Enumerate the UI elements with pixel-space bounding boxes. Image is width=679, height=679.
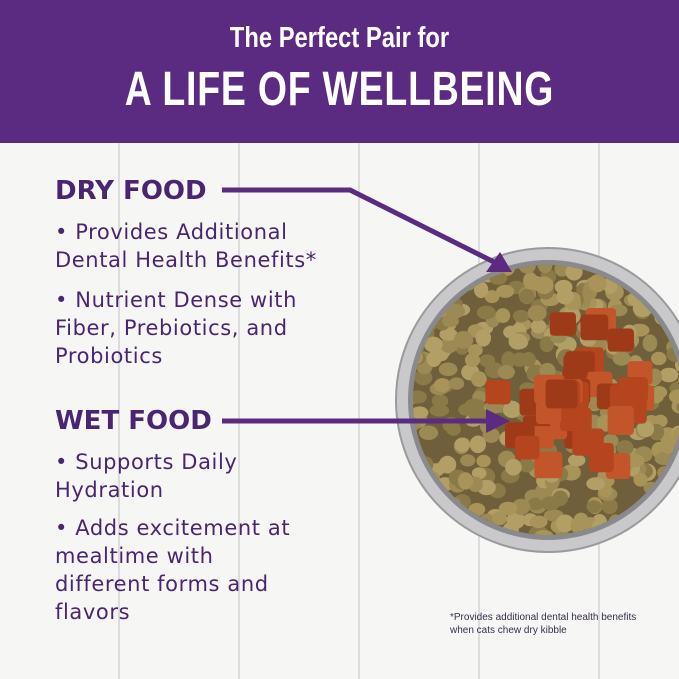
kibble xyxy=(527,305,547,322)
wet-food-heading: WET FOOD xyxy=(55,406,212,436)
kibble xyxy=(586,477,605,491)
kibble xyxy=(460,454,476,467)
kibble xyxy=(523,272,538,290)
kibble xyxy=(471,371,487,388)
kibble xyxy=(601,498,618,515)
wet-food-chunk xyxy=(618,377,648,402)
kibble xyxy=(637,420,655,438)
kibble xyxy=(454,437,471,453)
kibble xyxy=(423,336,443,353)
kibble xyxy=(586,500,602,514)
kibble xyxy=(471,467,487,480)
kibble xyxy=(668,389,679,404)
footnote: *Provides additional dental health benef… xyxy=(450,612,637,636)
wet-food-chunk xyxy=(563,354,588,379)
wet-bullet-1: • Supports Daily Hydration xyxy=(55,450,238,502)
kibble xyxy=(519,289,535,305)
kibble xyxy=(429,404,450,417)
kibble xyxy=(508,333,528,350)
kibble xyxy=(537,265,553,274)
kibble xyxy=(556,288,574,305)
kibble xyxy=(475,329,492,347)
kibble xyxy=(502,400,522,418)
header-subtitle: The Perfect Pair for xyxy=(229,22,450,54)
kibble xyxy=(626,453,645,468)
kibble xyxy=(453,330,474,349)
kibble xyxy=(497,365,515,380)
wet-food-chunk xyxy=(607,328,634,352)
kibble xyxy=(616,440,634,456)
kibble xyxy=(539,336,555,353)
kibble xyxy=(413,406,429,419)
header-title: A LIFE OF WELLBEING xyxy=(124,63,555,116)
wet-food-chunk xyxy=(545,379,578,409)
kibble xyxy=(511,352,528,367)
wet-food-chunk xyxy=(534,451,563,479)
kibble xyxy=(464,353,481,368)
kibble xyxy=(418,425,439,441)
kibble xyxy=(659,367,679,383)
kibble xyxy=(501,351,516,369)
wet-food-chunk xyxy=(559,407,592,432)
kibble xyxy=(440,337,459,354)
kibble xyxy=(431,394,449,408)
kibble xyxy=(496,284,515,298)
dry-bullet-1: • Provides Additional Dental Health Bene… xyxy=(55,220,317,272)
kibble xyxy=(457,472,474,490)
kibble xyxy=(512,309,530,323)
kibble xyxy=(446,423,461,436)
kibble xyxy=(505,458,522,476)
kibble xyxy=(539,362,556,379)
dry-arrow xyxy=(222,187,502,268)
kibble xyxy=(498,501,518,516)
kibble xyxy=(464,398,485,411)
kibble xyxy=(555,514,575,533)
kibble xyxy=(495,308,511,324)
kibble xyxy=(468,344,483,357)
kibble xyxy=(534,276,554,295)
header-banner: The Perfect Pair for A LIFE OF WELLBEING xyxy=(0,0,679,143)
dry-bullet-2: • Nutrient Dense with Fiber, Prebiotics,… xyxy=(55,288,298,368)
kibble xyxy=(448,377,465,390)
kibble xyxy=(476,454,491,468)
kibble xyxy=(433,378,451,393)
kibble xyxy=(529,515,548,529)
kibble xyxy=(534,529,554,535)
kibble xyxy=(518,458,535,473)
kibble xyxy=(642,334,658,352)
kibble xyxy=(484,290,500,304)
wet-food-chunk xyxy=(607,406,634,436)
kibble xyxy=(426,350,442,367)
dry-food-heading: DRY FOOD xyxy=(55,176,207,206)
kibble xyxy=(540,496,561,511)
kibble xyxy=(476,305,496,320)
wet-bullet-2: • Adds excitement at mealtime with diffe… xyxy=(55,516,291,624)
wet-food-chunk xyxy=(515,435,540,460)
kibble xyxy=(570,516,586,534)
kibble xyxy=(530,319,547,334)
kibble xyxy=(633,472,648,487)
kibble xyxy=(588,274,607,293)
kibble xyxy=(469,435,487,454)
wet-food-chunk xyxy=(549,312,576,336)
kibble xyxy=(439,327,458,341)
kibble xyxy=(612,351,631,366)
kibble xyxy=(567,454,586,467)
kibble xyxy=(473,281,489,299)
wet-food-chunk xyxy=(588,442,614,473)
kibble xyxy=(413,390,427,404)
kibble xyxy=(438,362,458,377)
kibble xyxy=(650,351,667,366)
kibble xyxy=(445,304,466,319)
kibble xyxy=(491,511,508,526)
wet-food-chunk xyxy=(580,314,609,341)
wet-food-chunk xyxy=(485,379,511,405)
kibble xyxy=(527,497,545,511)
